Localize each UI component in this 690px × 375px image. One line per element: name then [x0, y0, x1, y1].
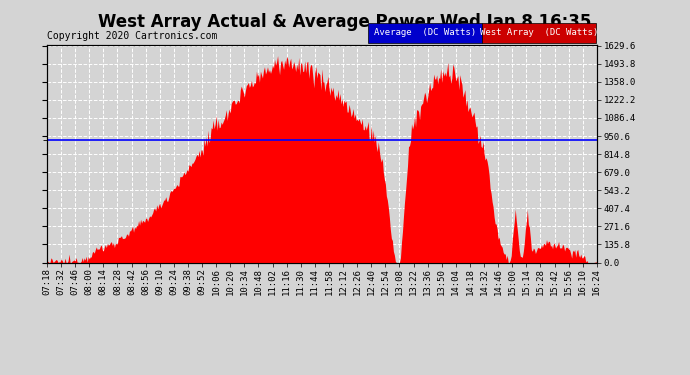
Text: Average  (DC Watts): Average (DC Watts)	[374, 28, 477, 38]
Text: Copyright 2020 Cartronics.com: Copyright 2020 Cartronics.com	[47, 31, 217, 41]
Text: West Array  (DC Watts): West Array (DC Watts)	[480, 28, 598, 38]
Text: West Array Actual & Average Power Wed Jan 8 16:35: West Array Actual & Average Power Wed Ja…	[98, 13, 592, 31]
